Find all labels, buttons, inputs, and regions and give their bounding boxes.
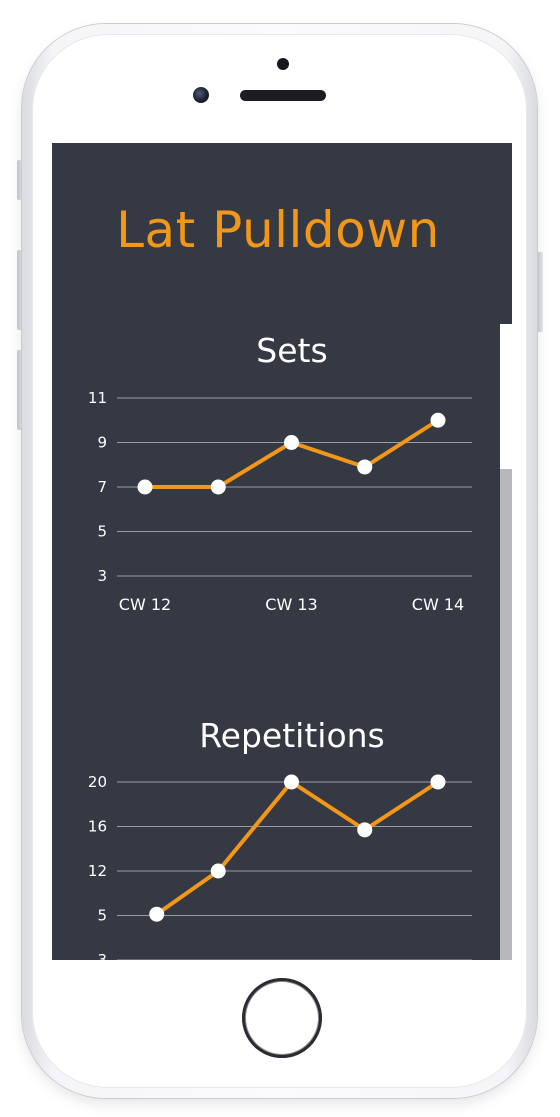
earpiece-speaker — [240, 90, 326, 101]
y-tick-label: 12 — [88, 862, 107, 880]
data-point — [357, 459, 373, 475]
data-point — [357, 822, 373, 838]
y-tick-label: 3 — [97, 951, 107, 960]
y-tick-label: 5 — [97, 907, 107, 925]
power-button — [537, 252, 543, 332]
data-point — [284, 774, 299, 790]
mute-switch — [17, 160, 23, 200]
data-point — [284, 435, 299, 450]
data-point — [137, 479, 153, 495]
series-line — [154, 780, 440, 917]
data-point — [430, 774, 446, 790]
home-button[interactable] — [242, 978, 322, 1058]
series-line — [143, 418, 440, 489]
y-tick-label: 11 — [88, 389, 107, 407]
repetitions-chart: 20 16 12 5 3 — [88, 773, 472, 960]
x-tick-label: CW 12 — [119, 595, 171, 614]
scrollbar-track[interactable] — [500, 324, 512, 960]
data-point — [210, 863, 226, 879]
y-tick-label: 3 — [97, 567, 107, 585]
repetitions-chart-title: Repetitions — [199, 716, 385, 755]
data-point — [430, 412, 446, 428]
y-tick-label: 20 — [88, 773, 107, 791]
y-tick-label: 5 — [97, 523, 107, 541]
y-tick-label: 9 — [97, 434, 107, 452]
volume-up-button — [17, 250, 23, 330]
y-tick-label: 16 — [88, 818, 107, 836]
x-tick-label: CW 13 — [265, 595, 317, 614]
x-tick-label: CW 14 — [412, 595, 464, 614]
front-camera-icon — [193, 87, 209, 103]
data-point — [149, 906, 165, 922]
app-screen: Lat Pulldown Sets 11 9 7 5 3 CW 12 CW 13 CW 14 … — [52, 143, 512, 960]
page-title: Lat Pulldown — [116, 201, 440, 259]
volume-down-button — [17, 350, 23, 430]
scrollbar-thumb[interactable] — [500, 324, 512, 469]
sets-chart: 11 9 7 5 3 CW 12 CW 13 CW 14 — [88, 389, 472, 614]
data-point — [210, 479, 226, 495]
sets-chart-title: Sets — [256, 331, 328, 370]
proximity-sensor — [277, 58, 289, 70]
y-tick-label: 7 — [97, 478, 107, 496]
